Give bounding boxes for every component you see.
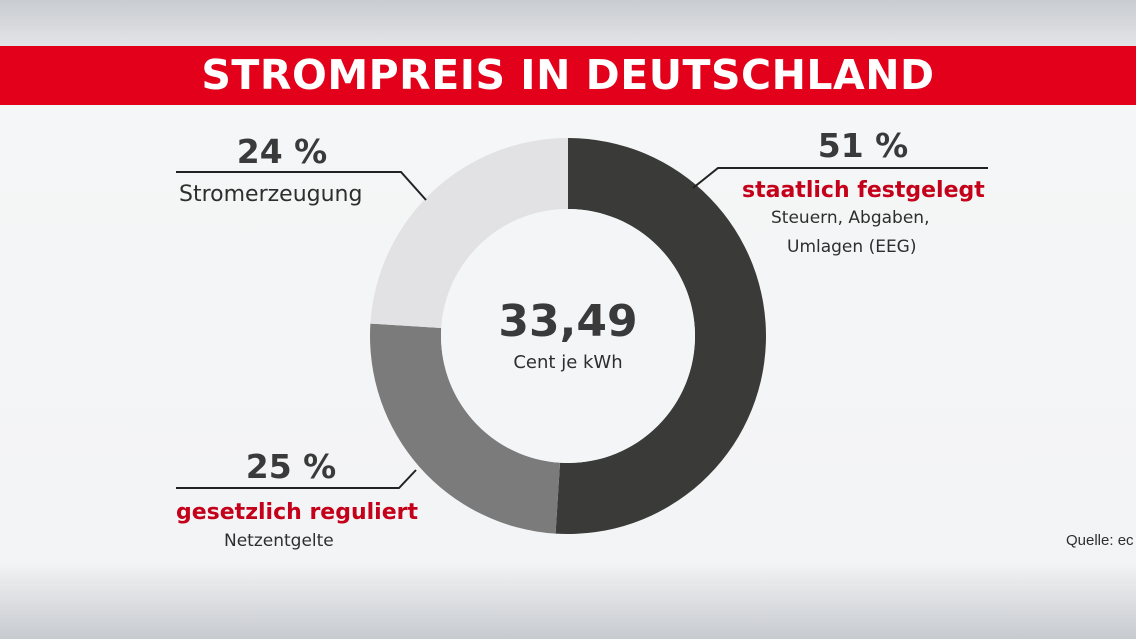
leader-lines	[176, 167, 988, 489]
slice-3-percent-label: 24 %	[236, 132, 328, 171]
donut-slice-1	[555, 138, 766, 534]
title-bar: STROMPREIS IN DEUTSCHLAND	[0, 46, 1136, 105]
slice-2-category-label: gesetzlich reguliert	[176, 500, 418, 525]
donut-slice-3	[370, 138, 568, 329]
center-total-value: 33,49	[498, 296, 638, 347]
chart-title: STROMPREIS IN DEUTSCHLAND	[201, 51, 935, 99]
bottom-band	[0, 584, 1136, 639]
slice-1-sublabel-2: Umlagen (EEG)	[787, 237, 917, 257]
slice-2-sublabel-1: Netzentgelte	[224, 531, 334, 551]
slice-2-percent-label: 25 %	[245, 447, 337, 486]
center-total-unit: Cent je kWh	[513, 352, 623, 373]
slice-1-category-label: staatlich festgelegt	[742, 178, 985, 203]
source-note: Quelle: ec	[1066, 532, 1134, 549]
top-strip	[0, 0, 1136, 46]
donut-slices	[370, 138, 766, 534]
leader-line-slice-2	[176, 469, 417, 489]
leader-line-slice-1	[692, 167, 988, 189]
donut-slice-2	[370, 323, 561, 534]
slice-1-sublabel-1: Steuern, Abgaben,	[771, 208, 930, 228]
leader-line-slice-3	[176, 171, 427, 201]
donut-hole	[441, 209, 695, 463]
slice-3-category-label: Stromerzeugung	[179, 182, 363, 207]
slice-1-percent-label: 51 %	[817, 126, 909, 165]
